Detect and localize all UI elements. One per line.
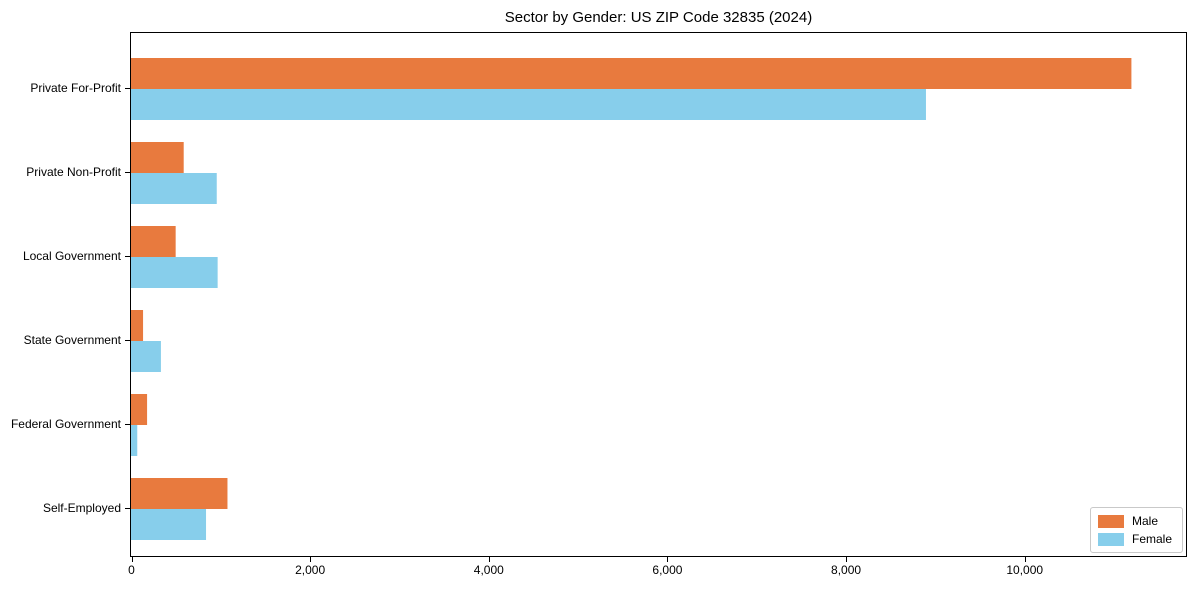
x-tick-label: 6,000 [652, 563, 683, 577]
legend-label-female: Female [1132, 531, 1173, 546]
bar-male-3 [131, 226, 176, 257]
x-tick-label: 0 [128, 563, 135, 577]
bar-female-1 [131, 89, 926, 120]
y-tick-mark [125, 508, 130, 509]
y-axis-label: State Government [23, 333, 121, 347]
legend-swatch-male-icon [1098, 514, 1124, 528]
legend-label-male: Male [1132, 513, 1159, 528]
bar-female-4 [131, 341, 161, 372]
bar-male-2 [131, 142, 184, 173]
y-tick-mark [125, 172, 130, 173]
legend-item-male: Male [1098, 513, 1182, 528]
x-tick-mark [1024, 557, 1026, 562]
x-tick-label: 10,000 [1006, 563, 1044, 577]
y-tick-mark [125, 88, 130, 89]
legend-swatch-female-icon [1098, 532, 1124, 546]
y-tick-mark [125, 340, 130, 341]
bar-male-1 [131, 58, 1132, 89]
y-axis-label: Local Government [22, 249, 121, 263]
bar-male-6 [131, 478, 228, 509]
y-axis-label: Private Non-Profit [26, 165, 121, 179]
bar-female-2 [131, 173, 217, 204]
bar-female-5 [131, 425, 138, 456]
legend-item-female: Female [1098, 531, 1182, 546]
y-axis-label: Federal Government [10, 417, 121, 431]
bar-male-4 [131, 310, 144, 341]
y-axis-label: Self-Employed [42, 501, 121, 515]
x-tick-label: 8,000 [831, 563, 862, 577]
y-tick-mark [125, 256, 130, 257]
y-axis-label: Private For-Profit [30, 81, 121, 95]
bar-female-6 [131, 509, 207, 540]
x-tick-label: 4,000 [473, 563, 504, 577]
bar-male-5 [131, 394, 148, 425]
bars-layer [131, 58, 1132, 540]
plot-area [130, 32, 1187, 557]
bar-female-3 [131, 257, 218, 288]
x-tick-mark [488, 557, 490, 562]
x-tick-mark [667, 557, 669, 562]
chart-title: Sector by Gender: US ZIP Code 32835 (202… [504, 9, 813, 26]
legend: Male Female [1090, 507, 1183, 553]
x-tick-label: 2,000 [295, 563, 326, 577]
x-tick-mark [846, 557, 848, 562]
x-tick-mark [131, 557, 133, 562]
y-tick-mark [125, 424, 130, 425]
x-tick-mark [310, 557, 312, 562]
